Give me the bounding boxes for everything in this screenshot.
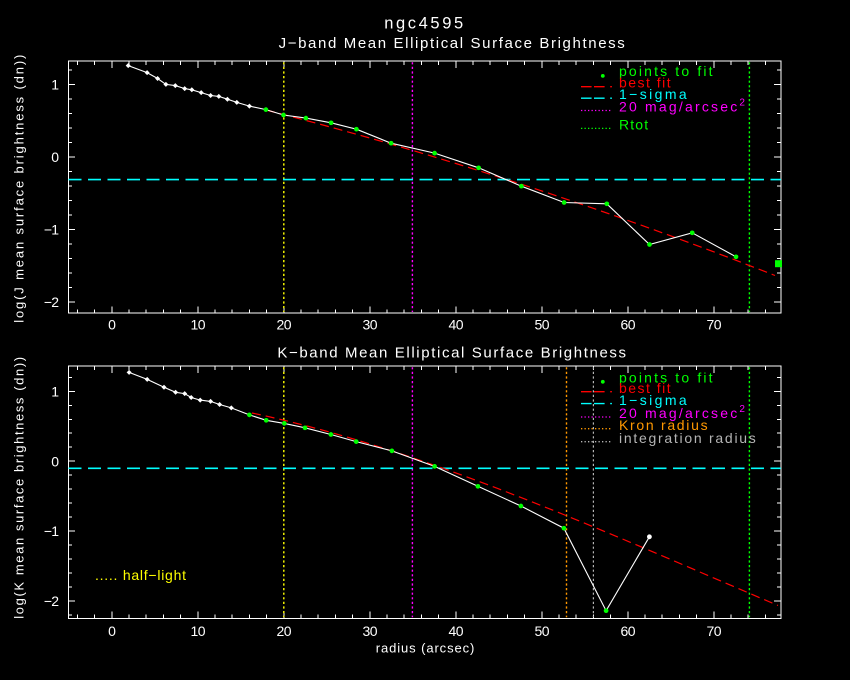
svg-text:20: 20 [277,317,292,333]
svg-text:J−band Mean Elliptical Surface: J−band Mean Elliptical Surface Brightnes… [279,35,627,52]
svg-text:log(J mean surface brightness: log(J mean surface brightness (dn)) [11,53,26,323]
svg-text:0: 0 [108,623,116,639]
svg-text:0: 0 [108,317,116,333]
svg-text:1−sigma: 1−sigma [619,86,689,102]
svg-text:integration radius: integration radius [619,430,758,446]
svg-text:log(K mean surface brightness: log(K mean surface brightness (dn)) [11,355,26,618]
svg-text:50: 50 [535,623,550,639]
svg-text:Rtot: Rtot [619,116,649,132]
svg-text:1: 1 [51,383,59,399]
svg-text:points to fit: points to fit [619,369,715,385]
svg-text:10: 10 [191,623,206,639]
svg-text:70: 70 [707,317,722,333]
svg-text:0: 0 [51,149,59,165]
svg-text:20 mag/arcsec2: 20 mag/arcsec2 [619,404,745,421]
svg-text:70: 70 [707,623,722,639]
svg-text:points to fit: points to fit [619,63,715,79]
svg-text:ngc4595: ngc4595 [384,15,466,33]
svg-text:Kron radius: Kron radius [619,417,709,433]
svg-text:..... half−light: ..... half−light [95,567,187,583]
svg-text:1: 1 [51,77,59,93]
svg-text:0: 0 [51,453,59,469]
svg-text:−1: −1 [44,222,59,238]
svg-text:−2: −2 [44,294,59,310]
svg-text:K−band Mean Elliptical Surface: K−band Mean Elliptical Surface Brightnes… [277,344,627,361]
svg-text:50: 50 [535,317,550,333]
svg-text:30: 30 [363,623,378,639]
svg-text:40: 40 [449,623,464,639]
svg-text:10: 10 [191,317,206,333]
svg-text:20 mag/arcsec2: 20 mag/arcsec2 [619,97,745,114]
svg-text:best fit: best fit [619,75,672,91]
svg-text:1−sigma: 1−sigma [619,392,689,408]
svg-text:30: 30 [363,317,378,333]
svg-text:60: 60 [621,623,636,639]
svg-text:radius (arcsec): radius (arcsec) [376,640,475,655]
svg-text:20: 20 [277,623,292,639]
svg-text:−2: −2 [44,593,59,609]
svg-text:40: 40 [449,317,464,333]
svg-text:60: 60 [621,317,636,333]
svg-text:−1: −1 [44,523,59,539]
svg-text:best fit: best fit [619,380,672,396]
